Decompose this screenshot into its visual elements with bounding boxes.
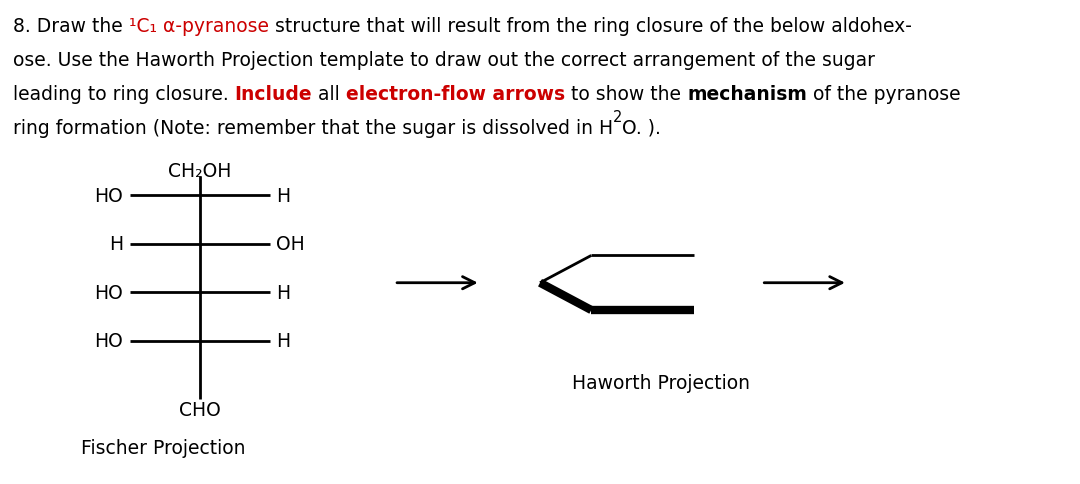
Text: H: H bbox=[276, 283, 291, 302]
Text: Haworth Projection: Haworth Projection bbox=[572, 373, 751, 392]
Text: H: H bbox=[276, 186, 291, 206]
Text: OH: OH bbox=[276, 235, 306, 254]
Text: Fischer Projection: Fischer Projection bbox=[81, 439, 245, 457]
Text: CHO: CHO bbox=[179, 400, 220, 419]
Text: mechanism: mechanism bbox=[687, 85, 807, 104]
Text: structure that will result from the ring closure of the below aldohex-: structure that will result from the ring… bbox=[269, 17, 912, 36]
Text: H: H bbox=[276, 332, 291, 351]
Text: leading to ring closure.: leading to ring closure. bbox=[13, 85, 234, 104]
Text: ose. Use the Haworth Projection template to draw out the correct arrangement of : ose. Use the Haworth Projection template… bbox=[13, 51, 875, 70]
Text: ¹C₁ α-pyranose: ¹C₁ α-pyranose bbox=[129, 17, 269, 36]
Text: 8. Draw the: 8. Draw the bbox=[13, 17, 129, 36]
Text: of the pyranose: of the pyranose bbox=[807, 85, 961, 104]
Text: electron-flow arrows: electron-flow arrows bbox=[346, 85, 565, 104]
Text: 2: 2 bbox=[613, 110, 622, 125]
Text: H: H bbox=[109, 235, 123, 254]
Text: Include: Include bbox=[234, 85, 312, 104]
Text: HO: HO bbox=[94, 283, 123, 302]
Text: HO: HO bbox=[94, 186, 123, 206]
Text: to show the: to show the bbox=[565, 85, 687, 104]
Text: O. ).: O. ). bbox=[622, 119, 661, 137]
Text: CH₂OH: CH₂OH bbox=[168, 162, 231, 181]
Text: all: all bbox=[312, 85, 346, 104]
Text: HO: HO bbox=[94, 332, 123, 351]
Text: ring formation (Note: remember that the sugar is dissolved in H: ring formation (Note: remember that the … bbox=[13, 119, 613, 137]
